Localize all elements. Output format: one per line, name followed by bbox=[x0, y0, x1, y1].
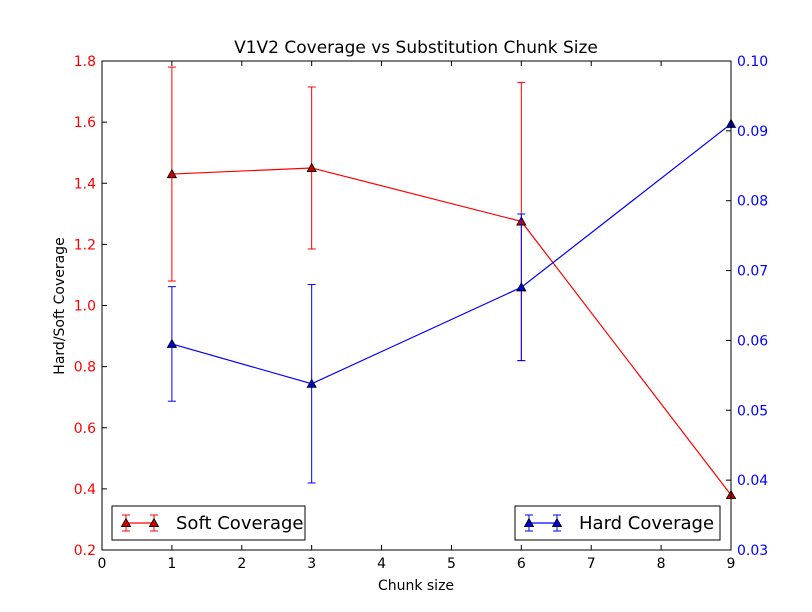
y-tick-label-right: 0.04 bbox=[737, 473, 768, 489]
y-tick-label-left: 0.2 bbox=[74, 543, 96, 559]
x-tick-label: 4 bbox=[377, 556, 386, 572]
chart-title: V1V2 Coverage vs Substitution Chunk Size bbox=[234, 38, 598, 58]
data-point-marker bbox=[306, 378, 317, 388]
legend-marker bbox=[120, 517, 132, 527]
series-hard-coverage bbox=[166, 118, 737, 484]
x-tick-label: 5 bbox=[447, 556, 456, 572]
data-point-marker bbox=[166, 338, 178, 348]
y-tick-label-right: 0.07 bbox=[737, 264, 768, 280]
plot-frame bbox=[101, 60, 732, 551]
x-tick-label: 1 bbox=[167, 556, 176, 572]
legend-label: Soft Coverage bbox=[176, 513, 303, 534]
legend-marker bbox=[551, 517, 563, 527]
x-axis-label: Chunk size bbox=[378, 578, 454, 594]
y-axis-label-left: Hard/Soft Coverage bbox=[52, 237, 68, 374]
x-tick-label: 2 bbox=[237, 556, 246, 572]
legend-marker bbox=[148, 517, 160, 527]
y-tick-label-left: 1.0 bbox=[74, 299, 96, 315]
legend-hard-coverage: Hard Coverage bbox=[514, 505, 721, 541]
y-tick-label-right: 0.09 bbox=[737, 124, 768, 140]
y-tick-label-left: 1.6 bbox=[74, 115, 96, 131]
plot-series bbox=[166, 66, 737, 499]
legend-soft-coverage: Soft Coverage bbox=[111, 505, 306, 541]
y-tick-label-right: 0.03 bbox=[737, 543, 768, 559]
legend-label: Hard Coverage bbox=[579, 513, 714, 534]
legend-marker bbox=[523, 517, 535, 527]
data-point-marker bbox=[306, 162, 317, 172]
y-tick-label-right: 0.06 bbox=[737, 333, 768, 349]
data-point-marker bbox=[516, 282, 527, 292]
legends: Soft Coverage Hard Coverage bbox=[111, 505, 721, 541]
series-line bbox=[171, 167, 732, 496]
x-tick-label: 0 bbox=[98, 556, 107, 572]
y-tick-label-left: 0.4 bbox=[74, 482, 96, 498]
x-tick-label: 3 bbox=[307, 556, 316, 572]
y-tick-label-right: 0.10 bbox=[737, 54, 768, 70]
x-tick-label: 7 bbox=[587, 556, 596, 572]
y-tick-label-left: 1.2 bbox=[74, 237, 96, 253]
y-tick-label-left: 1.4 bbox=[74, 176, 96, 192]
axis-ticks: 0 1 2 3 4 5 6 7 8 9 0.2 0.4 0.6 0.8 1.0 1.2 1.4 1.6 1.8 0.0… bbox=[74, 54, 769, 572]
data-point-marker bbox=[166, 168, 178, 179]
x-tick-label: 9 bbox=[727, 556, 736, 572]
x-tick-label: 6 bbox=[517, 556, 526, 572]
y-tick-label-left: 1.8 bbox=[74, 54, 96, 70]
y-tick-label-left: 0.6 bbox=[74, 421, 96, 437]
y-tick-label-right: 0.08 bbox=[737, 194, 768, 210]
x-tick-label: 8 bbox=[657, 556, 666, 572]
y-tick-label-left: 0.8 bbox=[74, 360, 96, 376]
series-line bbox=[171, 123, 732, 385]
y-tick-label-right: 0.05 bbox=[737, 403, 768, 419]
